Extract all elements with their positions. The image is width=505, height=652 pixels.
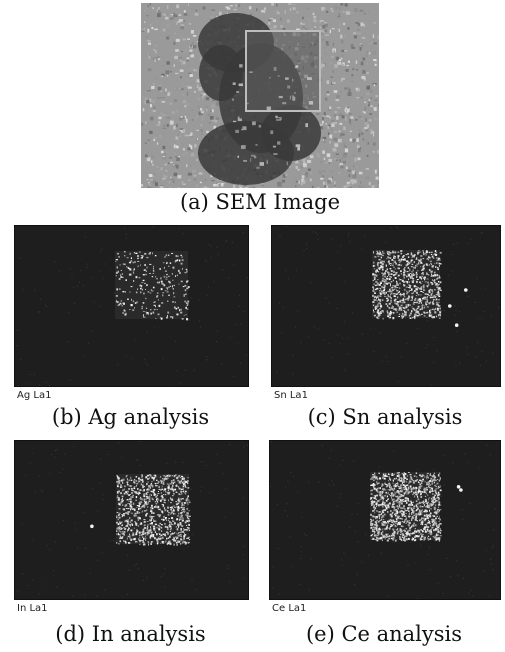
ce-bright-spot	[459, 488, 463, 492]
ag-map-panel	[14, 225, 249, 387]
sem-image	[141, 3, 379, 188]
sn-bright-spot	[454, 323, 459, 327]
sn-map-panel	[271, 225, 501, 387]
sn-element-map	[272, 226, 500, 386]
in-element-label: In La1	[17, 603, 48, 614]
sn-caption: (c) Sn analysis	[307, 405, 463, 429]
ce-element-map	[270, 441, 500, 599]
sem-micrograph	[141, 3, 379, 188]
sn-bright-spot	[464, 288, 468, 292]
sem-caption: (a) SEM Image	[179, 190, 341, 214]
sn-element-label: Sn La1	[274, 390, 308, 401]
in-signal-region	[116, 474, 191, 546]
ag-signal-region	[115, 251, 190, 321]
ce-signal-region	[370, 472, 442, 542]
ag-element-label: Ag La1	[17, 390, 52, 401]
in-element-map	[15, 441, 248, 599]
in-bright-spot	[90, 524, 94, 529]
ag-element-map	[15, 226, 248, 386]
ag-caption: (b) Ag analysis	[51, 405, 210, 429]
in-caption: (d) In analysis	[55, 622, 206, 646]
sn-signal-region	[372, 250, 442, 320]
sn-bright-spot	[448, 304, 452, 308]
ce-map-panel	[269, 440, 501, 600]
in-map-panel	[14, 440, 249, 600]
ce-caption: (e) Ce analysis	[305, 622, 463, 646]
ce-element-label: Ce La1	[272, 603, 307, 614]
analysis-area-frame	[245, 30, 321, 112]
ce-bright-spot	[456, 485, 461, 489]
